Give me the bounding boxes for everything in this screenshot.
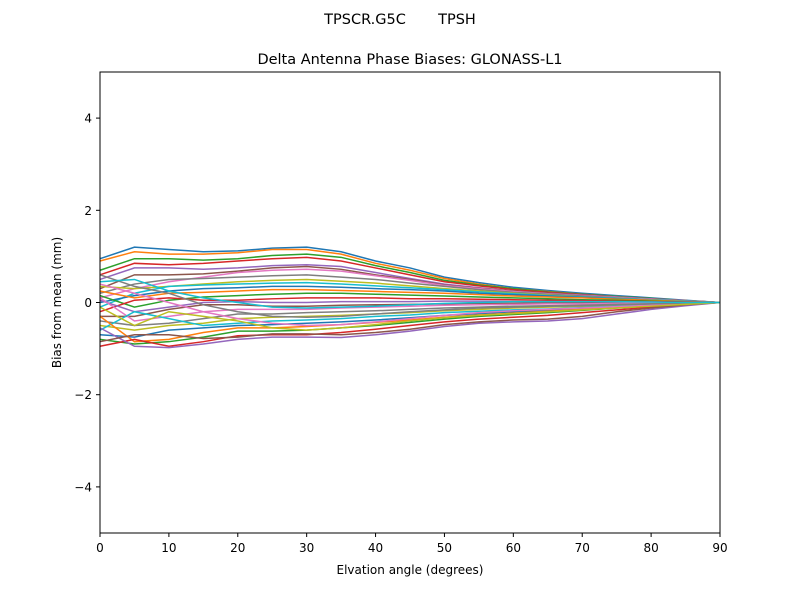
x-tick-label: 10: [161, 541, 176, 555]
x-tick-label: 20: [230, 541, 245, 555]
x-tick-label: 50: [437, 541, 452, 555]
x-axis: 0 10 20 30 40 50 60 70 80 90: [96, 533, 728, 555]
series-line-26: [99, 301, 721, 343]
y-tick-label: −2: [74, 388, 92, 402]
y-tick-label: 4: [84, 112, 92, 126]
y-tick-label: 2: [84, 204, 92, 218]
series-line-28: [99, 274, 721, 319]
series-line-1: [99, 246, 721, 304]
chart-suptitle: TPSCR.G5C TPSH: [323, 12, 476, 28]
x-tick-label: 70: [575, 541, 590, 555]
series-line-24: [99, 301, 721, 348]
y-tick-label: −4: [74, 480, 92, 494]
series-line-12: [99, 288, 721, 304]
series-line-29: [99, 301, 721, 331]
series-line-25: [99, 301, 721, 349]
x-tick-label: 30: [299, 541, 314, 555]
series-line-27: [99, 283, 721, 327]
x-tick-label: 90: [712, 541, 727, 555]
x-tick-label: 60: [506, 541, 521, 555]
x-tick-label: 0: [96, 541, 104, 555]
x-axis-label: Elvation angle (degrees): [337, 563, 484, 577]
x-tick-label: 80: [643, 541, 658, 555]
y-axis: −4 −2 0 2 4: [74, 112, 100, 494]
series-line-13: [99, 292, 721, 308]
chart-title: Delta Antenna Phase Biases: GLONASS-L1: [257, 52, 562, 68]
x-tick-label: 40: [368, 541, 383, 555]
series-lines: [99, 246, 721, 349]
y-tick-label: 0: [84, 296, 92, 310]
y-axis-label: Bias from mean (mm): [50, 237, 64, 368]
series-line-30: [99, 278, 720, 309]
